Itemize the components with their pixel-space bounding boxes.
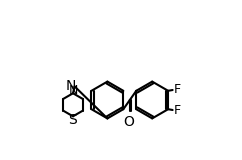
Text: F: F	[174, 104, 181, 117]
Text: S: S	[68, 113, 76, 127]
Text: F: F	[174, 83, 181, 96]
Text: N: N	[65, 79, 76, 93]
Text: N: N	[68, 84, 78, 97]
Text: O: O	[124, 115, 135, 129]
